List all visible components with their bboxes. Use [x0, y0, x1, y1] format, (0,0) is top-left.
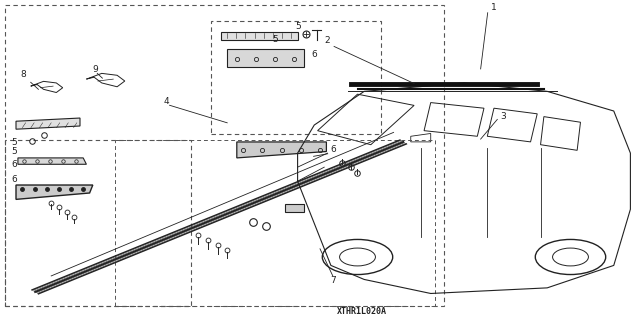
Polygon shape [237, 142, 326, 158]
Text: 1: 1 [491, 3, 497, 11]
Text: 6: 6 [12, 160, 17, 169]
Text: 2: 2 [324, 36, 330, 45]
Bar [285, 204, 304, 212]
Bar [5, 5, 444, 306]
Text: 5: 5 [12, 138, 17, 147]
Bar [5, 140, 191, 306]
Polygon shape [16, 118, 80, 129]
Text: 6: 6 [330, 145, 336, 154]
Text: XTHR1L020A: XTHR1L020A [337, 307, 387, 315]
Polygon shape [16, 185, 93, 199]
Text: 3: 3 [500, 112, 506, 122]
Text: 6: 6 [312, 50, 317, 59]
Text: 5: 5 [296, 22, 301, 31]
Text: 9: 9 [93, 65, 99, 74]
Bar [211, 21, 381, 134]
Bar [227, 49, 304, 67]
Text: 5: 5 [273, 35, 278, 44]
Text: 8: 8 [20, 70, 26, 79]
Text: 6: 6 [12, 175, 17, 184]
Text: 4: 4 [163, 97, 169, 106]
Bar [221, 32, 298, 40]
Polygon shape [18, 158, 86, 164]
Text: 7: 7 [330, 276, 335, 285]
Text: 5: 5 [12, 147, 17, 156]
